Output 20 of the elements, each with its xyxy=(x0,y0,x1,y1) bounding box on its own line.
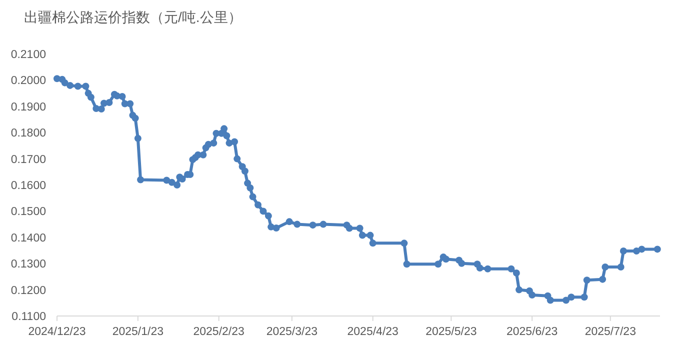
x-tick-label: 2025/4/23 xyxy=(347,326,398,338)
x-tick-label: 2025/2/23 xyxy=(193,326,244,338)
y-tick-label: 0.1700 xyxy=(10,154,46,166)
x-tick-label: 2025/1/23 xyxy=(112,326,164,338)
y-tick-label: 0.1900 xyxy=(10,101,46,114)
x-tick-label: 2025/5/23 xyxy=(426,326,477,338)
x-tick-label: 2025/7/23 xyxy=(584,326,636,338)
chart-title: 出疆棉公路运价指数（元/吨.公里） xyxy=(24,9,242,25)
y-tick-label: 0.1200 xyxy=(10,284,46,297)
y-tick-label: 0.1100 xyxy=(12,311,46,323)
y-tick-label: 0.1400 xyxy=(10,232,46,244)
x-tick-label: 2025/6/23 xyxy=(506,326,558,338)
x-tick-label: 2025/3/23 xyxy=(266,326,318,338)
y-tick-label: 0.2100 xyxy=(10,49,46,61)
y-tick-label: 0.2000 xyxy=(10,75,46,88)
y-tick-label: 0.1500 xyxy=(10,206,46,218)
y-tick-label: 0.1300 xyxy=(10,258,46,271)
y-tick-label: 0.1800 xyxy=(10,128,46,140)
x-tick-label: 2024/12/23 xyxy=(28,326,86,338)
y-tick-label: 0.1600 xyxy=(10,180,46,192)
